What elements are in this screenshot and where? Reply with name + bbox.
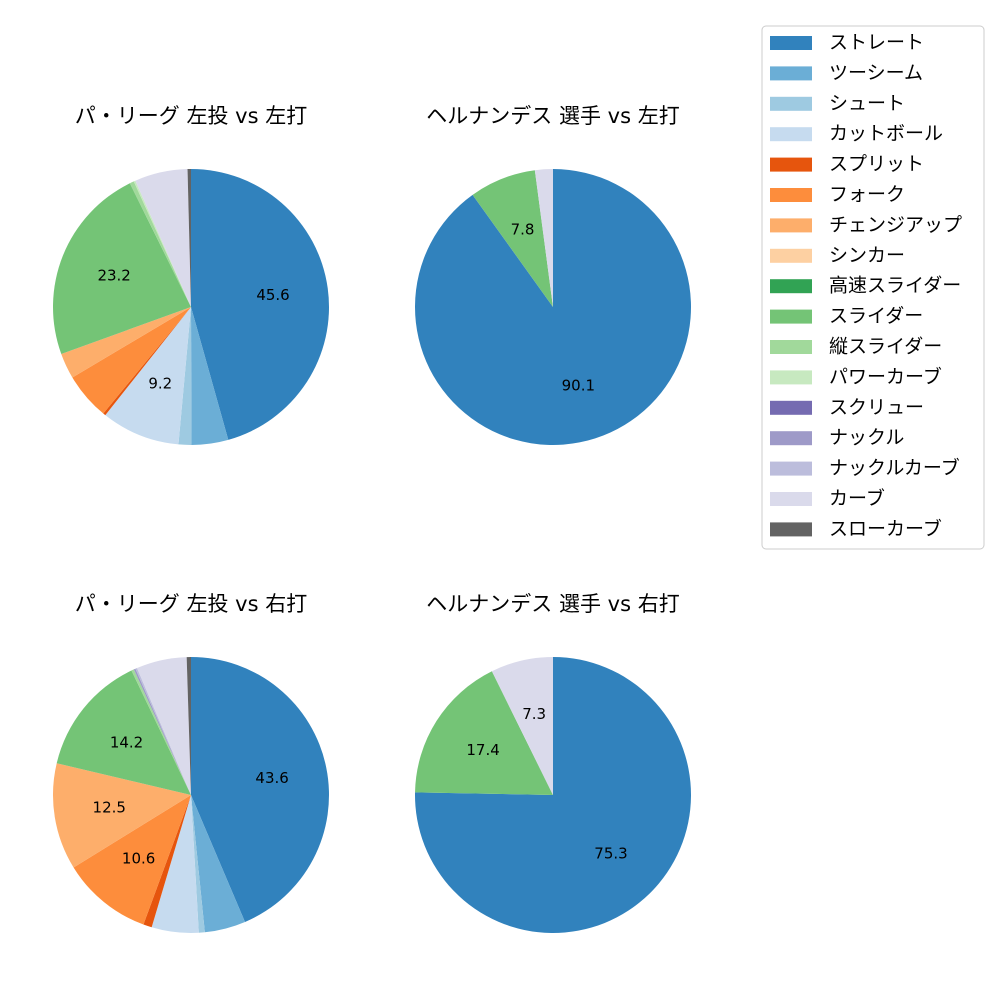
legend-swatch [770,248,812,263]
pie-slice [135,668,191,795]
pie-slice [129,181,191,307]
pie-slice [136,657,191,795]
legend-swatch [770,431,812,446]
legend-swatch [770,127,812,142]
pie-slice [187,169,191,307]
legend-swatch [770,340,812,354]
legend-swatch [770,96,812,111]
slice-label: 9.2 [148,374,172,392]
legend-swatch [770,309,812,324]
pie-slice [472,170,553,307]
legend-label: カットボール [829,123,943,145]
legend-label: 高速スライダー [829,275,961,297]
pie-slice [135,180,191,307]
legend-swatch [770,522,812,537]
legend-label: ナックルカーブ [829,456,960,479]
pie-slice [191,795,205,933]
legend-swatch [770,370,812,385]
slice-label: 45.6 [256,286,289,304]
pie-slice [105,307,191,445]
slice-label: 7.8 [511,221,535,239]
legend-label: スプリット [829,153,924,175]
slice-label: 23.2 [97,267,130,285]
pie-slice [191,169,330,440]
legend-label: スライダー [829,305,923,327]
legend-swatch [770,400,812,415]
legend-label: カーブ [829,487,885,510]
legend-swatch [770,461,812,476]
pie-slice [191,795,246,933]
legend-label: ストレート [829,32,924,54]
slice-label: 12.5 [93,799,126,817]
pie-slice [491,657,553,795]
legend-swatch [770,66,812,81]
legend-swatch [770,218,812,233]
legend-label: ナックル [829,427,904,449]
legend-swatch [770,36,812,50]
pie-slice [103,307,191,416]
legend-label: シュート [829,92,905,114]
legend-label: パワーカーブ [829,365,942,388]
pie-slice [131,669,191,795]
pie-slice [52,763,192,868]
legend-swatch [770,157,812,172]
pie-slice [133,180,191,307]
pie-slice [73,795,191,925]
legend-swatch [770,492,812,506]
pie-slice [56,670,192,795]
legend-label: フォーク [829,184,905,206]
slice-label: 17.4 [466,741,499,759]
pie-slice [143,795,191,928]
slice-label: 75.3 [594,845,627,863]
slice-label: 14.2 [110,734,143,752]
legend-label: チェンジアップ [829,214,962,236]
legend-swatch [770,188,812,202]
slice-label: 90.1 [562,376,595,394]
legend-label: シンカー [829,244,905,266]
pie-slice [415,671,553,795]
slice-label: 43.6 [255,769,288,787]
pie-slice [191,657,330,922]
pie-slice [534,169,553,307]
chart-title: ヘルナンデス 選手 vs 左打 [426,104,679,128]
legend-label: 縦スライダー [829,336,942,358]
pie-slice [151,795,199,933]
legend-box [761,25,985,550]
legend-label: スクリュー [829,396,924,418]
pie-slice [186,657,191,795]
pie-slice [133,668,191,795]
slice-label: 7.3 [522,705,546,723]
chart-title: ヘルナンデス 選手 vs 右打 [426,592,679,616]
legend-label: ツーシーム [829,62,923,84]
pie-slice [135,169,191,307]
slice-label: 10.6 [122,850,155,868]
legend-label: スローカーブ [829,517,942,540]
chart-title: パ・リーグ 左投 vs 右打 [75,592,307,616]
legend-swatch [770,279,812,294]
pie-slice [61,307,191,378]
pie-slice [72,307,191,414]
pie-slice [53,183,192,354]
chart-title: パ・リーグ 左投 vs 左打 [75,104,307,128]
pie-slice [178,307,192,446]
pie-slice [191,307,229,445]
